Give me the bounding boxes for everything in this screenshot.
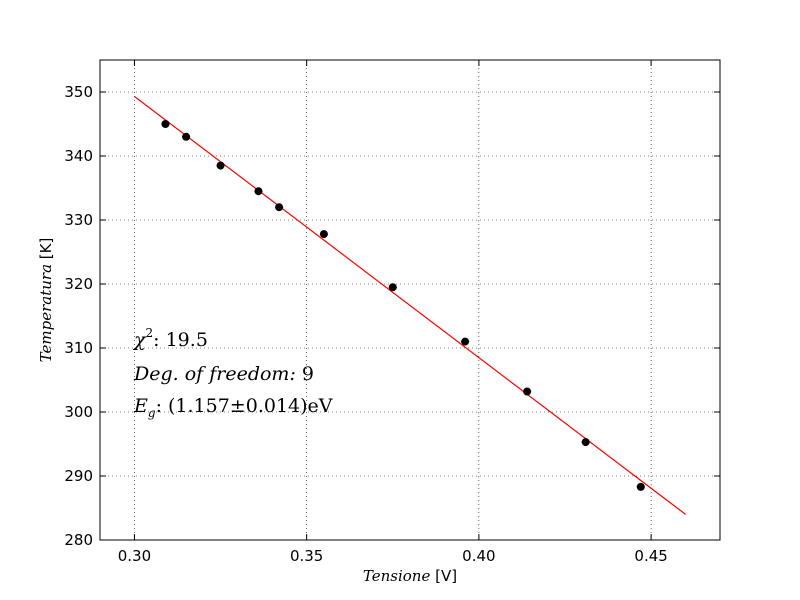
y-tick-label: 290 [64,467,93,485]
x-tick-label: 0.30 [118,547,151,565]
plot-area-border [99,59,721,541]
fit-line-group [134,96,686,515]
y-tick-label: 330 [64,211,93,229]
y-tick-label: 300 [64,403,93,421]
y-axis-label-name: Temperatura [37,264,55,362]
annotation-chi2-sup: 2 [146,326,154,340]
annotation-dof-label: Deg. of freedom: [133,363,296,385]
y-tick-label: 310 [64,339,93,357]
data-point [636,482,645,491]
y-tick-label: 340 [64,147,93,165]
annotation-chi2: χ2: 19.5 [132,326,208,351]
x-axis-label-name: Tensione [363,567,431,585]
plot-frame [99,59,721,541]
x-tick-label: 0.35 [290,547,323,565]
data-point [461,337,470,346]
annotation-dof: Deg. of freedom: 9 [133,363,314,385]
data-point [254,187,263,196]
fit-line [134,96,686,515]
annotation-eg-sub: g [148,406,156,420]
annotation-eg-symbol: E [133,395,148,417]
annotation-chi2-value: : 19.5 [153,329,208,351]
y-tick-label: 280 [64,531,93,549]
y-tick-label: 320 [64,275,93,293]
data-point [182,132,191,141]
x-axis-label: Tensione [V] [363,567,457,585]
data-point [319,230,328,239]
data-point [161,120,170,128]
annotation-eg-value: : (1.157±0.014)eV [156,395,333,417]
data-point [275,203,284,212]
annotation-eg: Eg: (1.157±0.014)eV [133,395,333,420]
x-tick-label: 0.45 [634,547,667,565]
axis-ticks: 0.30 0.35 0.40 0.45 280 290 300 310 320 330 340 350 [64,60,720,565]
data-points [161,120,645,491]
data-point [581,438,590,447]
grid [100,60,720,541]
annotation-chi2-symbol: χ [132,329,147,351]
data-point [388,283,397,292]
annotation-dof-value: 9 [296,363,314,385]
data-point [523,387,532,396]
x-tick-label: 0.40 [462,547,495,565]
y-axis-label: Temperatura [K] [37,238,55,363]
y-axis-label-unit: [K] [37,238,55,260]
data-point [216,161,225,170]
y-tick-label: 350 [64,83,93,101]
x-axis-label-unit: [V] [435,567,457,585]
